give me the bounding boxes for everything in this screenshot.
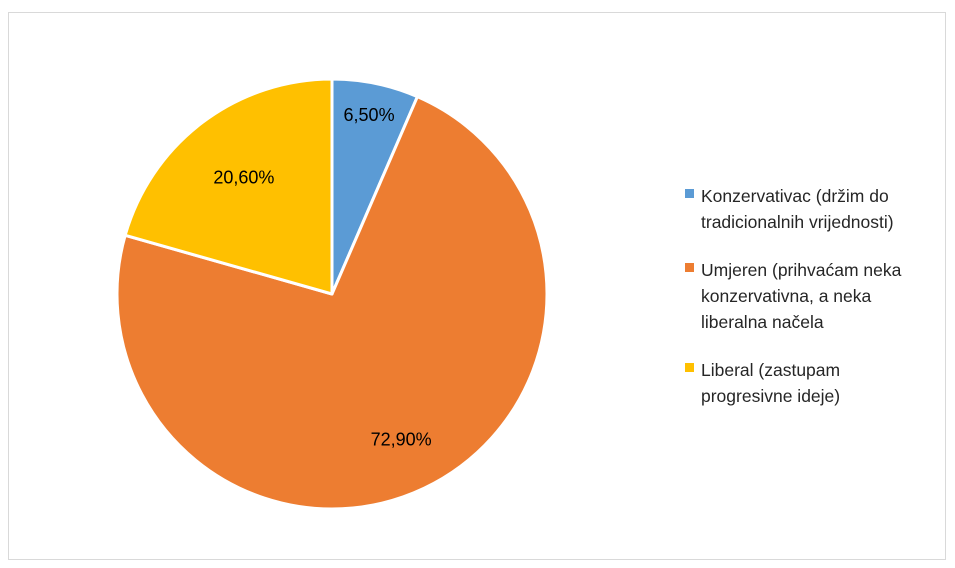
legend: Konzervativac (držim do tradicionalnih v…: [685, 183, 955, 431]
legend-item-liberal: Liberal (zastupam progresivne ideje): [685, 357, 955, 409]
legend-label-konzervativac: Konzervativac (držim do tradicionalnih v…: [701, 186, 894, 232]
legend-swatch-umjeren: [685, 263, 694, 272]
legend-item-konzervativac: Konzervativac (držim do tradicionalnih v…: [685, 183, 955, 235]
legend-item-umjeren: Umjeren (prihvaćam neka konzervativna, a…: [685, 257, 955, 335]
data-label-liberal: 20,60%: [213, 167, 274, 187]
pie-slice-liberal: [123, 77, 334, 296]
legend-label-liberal: Liberal (zastupam progresivne ideje): [701, 360, 841, 406]
legend-swatch-liberal: [685, 363, 694, 372]
pie-slice-umjeren: [115, 95, 549, 511]
data-label-umjeren: 72,90%: [371, 430, 432, 450]
data-label-konzervativac: 6,50%: [344, 105, 395, 125]
legend-label-umjeren: Umjeren (prihvaćam neka konzervativna, a…: [701, 260, 902, 332]
chart-area: 6,50% 72,90% 20,60% Konzervativac (držim d…: [8, 12, 946, 560]
legend-swatch-konzervativac: [685, 189, 694, 198]
pie-chart: 6,50% 72,90% 20,60%: [115, 77, 549, 511]
